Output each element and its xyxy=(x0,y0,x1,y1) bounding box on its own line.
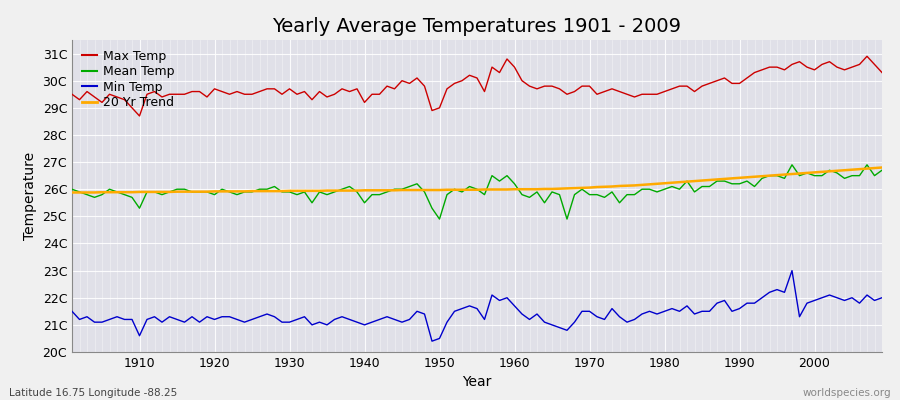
Text: Latitude 16.75 Longitude -88.25: Latitude 16.75 Longitude -88.25 xyxy=(9,388,177,398)
Y-axis label: Temperature: Temperature xyxy=(23,152,37,240)
X-axis label: Year: Year xyxy=(463,376,491,390)
Legend: Max Temp, Mean Temp, Min Temp, 20 Yr Trend: Max Temp, Mean Temp, Min Temp, 20 Yr Tre… xyxy=(78,46,178,113)
Title: Yearly Average Temperatures 1901 - 2009: Yearly Average Temperatures 1901 - 2009 xyxy=(273,17,681,36)
Text: worldspecies.org: worldspecies.org xyxy=(803,388,891,398)
